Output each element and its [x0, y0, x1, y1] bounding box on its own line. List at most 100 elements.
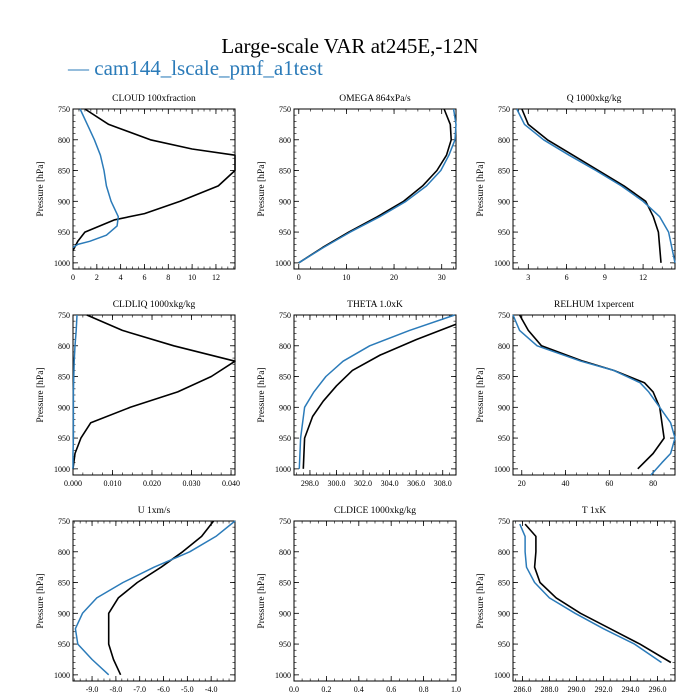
x-tick-label: 12 [639, 273, 647, 282]
y-tick-label: 950 [498, 640, 510, 649]
x-tick-label: 292.0 [594, 685, 612, 694]
series-line-black [298, 108, 453, 264]
y-axis-label: Pressure [hPa] [476, 161, 486, 216]
y-tick-label: 900 [498, 197, 510, 206]
y-tick-label: 1000 [275, 259, 291, 268]
series-line-blue [72, 108, 120, 249]
x-tick-label: 308.0 [434, 479, 452, 488]
panel-title: CLOUD 100xfraction [112, 93, 196, 104]
panel-title: RELHUM 1xpercent [554, 300, 634, 310]
y-tick-label: 1000 [275, 465, 291, 474]
panel-title: U 1xm/s [138, 506, 171, 516]
y-tick-label: 950 [58, 640, 70, 649]
panel-title: CLDICE 1000xkg/kg [334, 506, 416, 516]
x-tick-label: 288.0 [540, 685, 558, 694]
plot-frame [512, 108, 676, 270]
y-tick-label: 900 [58, 609, 70, 618]
y-tick-label: 950 [279, 228, 291, 237]
panel-6: RELHUM 1xpercent Pressure [hPa] 750 800 850 9… [476, 300, 676, 488]
series-line-blue [512, 314, 676, 476]
series-line-blue [298, 314, 455, 469]
series-line-black [524, 523, 672, 664]
plot-frame [72, 314, 236, 476]
series-line-black [518, 314, 665, 470]
y-tick-label: 800 [498, 548, 510, 557]
panel-2: OMEGA 864xPa/s Pressure [hPa] 750 800 850 900… [257, 94, 457, 282]
y-tick-label: 1000 [54, 259, 70, 268]
legend-label: cam144_lscale_pmf_a1test [94, 56, 323, 80]
x-tick-label: 80 [649, 479, 657, 488]
y-tick-label: 850 [498, 167, 510, 176]
x-tick-label: 0.4 [354, 685, 364, 694]
y-tick-label: 800 [58, 136, 70, 145]
plot-frame [293, 520, 457, 682]
y-tick-label: 1000 [494, 465, 510, 474]
x-tick-label: 12 [212, 273, 220, 282]
legend: — cam144_lscale_pmf_a1test [68, 56, 323, 81]
y-tick-label: 950 [279, 640, 291, 649]
x-tick-label: 0.2 [321, 685, 331, 694]
plot-frame [512, 520, 676, 682]
x-tick-label: 0 [71, 273, 75, 282]
y-axis-label: Pressure [hPa] [257, 573, 267, 628]
panel-8: CLDICE 1000xkg/kg Pressure [hPa] 750 800 850… [257, 506, 461, 694]
y-tick-label: 750 [58, 311, 70, 320]
x-tick-label: 0.040 [222, 479, 240, 488]
y-tick-label: 800 [279, 342, 291, 351]
series-line-black [302, 323, 457, 469]
y-tick-label: 800 [58, 342, 70, 351]
y-tick-label: 900 [279, 403, 291, 412]
y-axis-label: Pressure [hPa] [36, 367, 46, 422]
y-tick-label: 800 [498, 342, 510, 351]
x-tick-label: -7.0 [133, 685, 146, 694]
y-tick-label: 750 [279, 311, 291, 320]
x-tick-label: 1.0 [451, 685, 461, 694]
x-tick-label: 0.010 [104, 479, 122, 488]
x-tick-label: 8 [166, 273, 170, 282]
y-tick-label: 850 [279, 579, 291, 588]
panel-7: U 1xm/s Pressure [hPa] 750 800 850 900 950 1000… [36, 506, 236, 694]
panel-title: Q 1000xkg/kg [567, 94, 622, 104]
panel-4: CLDLIQ 1000xkg/kg Pressure [hPa] 750 800 850… [36, 300, 240, 488]
panel-1: CLOUD 100xfraction Pressure [hPa] 750 800 85… [36, 93, 236, 282]
series-line-blue [74, 520, 236, 676]
y-axis-label: Pressure [hPa] [257, 161, 267, 216]
x-tick-label: 286.0 [513, 685, 531, 694]
y-tick-label: 900 [58, 197, 70, 206]
x-tick-label: 9 [603, 273, 607, 282]
x-tick-label: 6 [142, 273, 146, 282]
y-tick-label: 900 [498, 609, 510, 618]
y-tick-label: 1000 [54, 465, 70, 474]
panel-title: OMEGA 864xPa/s [339, 94, 411, 104]
x-tick-label: 10 [342, 273, 350, 282]
y-axis-label: Pressure [hPa] [476, 367, 486, 422]
x-tick-label: 302.0 [354, 479, 372, 488]
x-tick-label: 290.0 [567, 685, 585, 694]
x-tick-label: -4.0 [205, 685, 218, 694]
series-line-blue [298, 108, 457, 264]
y-tick-label: 750 [498, 105, 510, 114]
x-tick-label: 4 [119, 273, 123, 282]
y-tick-label: 1000 [494, 259, 510, 268]
x-tick-label: 20 [518, 479, 526, 488]
x-tick-label: 2 [95, 273, 99, 282]
x-tick-label: -6.0 [157, 685, 170, 694]
series-line-black [72, 314, 236, 469]
y-axis-label: Pressure [hPa] [476, 573, 486, 628]
x-tick-label: 0.030 [183, 479, 201, 488]
x-tick-label: -5.0 [181, 685, 194, 694]
x-tick-label: 306.0 [407, 479, 425, 488]
x-tick-label: 300.0 [327, 479, 345, 488]
x-tick-label: 10 [188, 273, 196, 282]
y-tick-label: 800 [58, 548, 70, 557]
y-tick-label: 750 [279, 517, 291, 526]
x-tick-label: 294.0 [621, 685, 639, 694]
y-tick-label: 750 [498, 517, 510, 526]
y-tick-label: 850 [279, 373, 291, 382]
y-tick-label: 900 [279, 197, 291, 206]
y-axis-label: Pressure [hPa] [257, 367, 267, 422]
x-tick-label: 0.000 [64, 479, 82, 488]
y-tick-label: 850 [58, 167, 70, 176]
